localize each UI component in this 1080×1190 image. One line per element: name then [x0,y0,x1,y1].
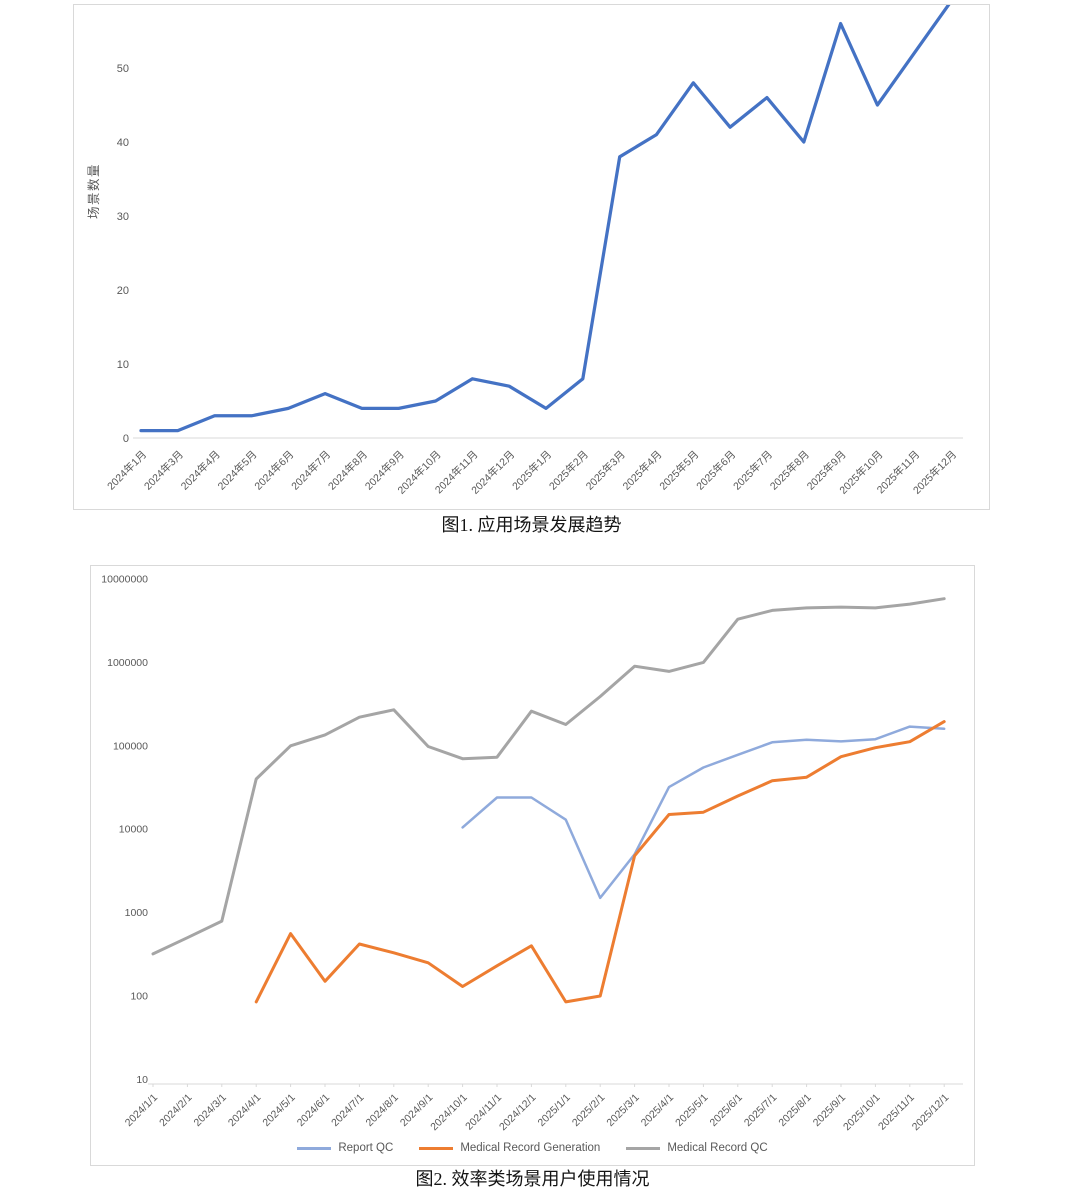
legend-item-report-qc: Report QC [297,1142,393,1154]
svg-text:2025/3/1: 2025/3/1 [604,1092,641,1129]
svg-text:2024/12/1: 2024/12/1 [497,1092,539,1134]
svg-text:1000000: 1000000 [107,657,148,669]
figure2-chart-card: 10000000 1000000 100000 10000 1000 100 10 2024/… [90,565,975,1166]
scenario-count-line-chart: 010203040502024年1月2024年3月2024年4月2024年5月2… [86,5,963,497]
figure1-chart-card: 0 10 20 30 40 50 2024年1月 2024年3月 2024年4月 2024年5月 2… [73,4,990,510]
svg-text:0: 0 [123,433,129,445]
svg-text:2025/10/1: 2025/10/1 [841,1092,883,1134]
svg-text:2024/4/1: 2024/4/1 [226,1092,263,1129]
legend-label-medical-record-generation: Medical Record Generation [460,1142,601,1154]
svg-text:2024/5/1: 2024/5/1 [260,1092,297,1129]
svg-text:100000: 100000 [113,740,148,752]
figure1-caption: 图1. 应用场景发展趋势 [441,515,622,535]
svg-text:1000: 1000 [125,907,149,919]
svg-text:2025/2/1: 2025/2/1 [570,1092,607,1129]
svg-text:2025/1/1: 2025/1/1 [536,1092,573,1129]
svg-text:2024/8/1: 2024/8/1 [364,1092,401,1129]
svg-text:2025/5/1: 2025/5/1 [673,1092,710,1129]
svg-text:20: 20 [117,285,129,297]
svg-text:10000000: 10000000 [101,574,148,586]
svg-text:2025/4/1: 2025/4/1 [639,1092,676,1129]
figure2-caption: 图2. 效率类场景用户使用情况 [415,1169,650,1189]
legend-item-medical-record-qc: Medical Record QC [626,1142,768,1154]
svg-text:2025/6/1: 2025/6/1 [708,1092,745,1129]
legend-label-medical-record-qc: Medical Record QC [667,1142,768,1154]
legend-item-medical-record-generation: Medical Record Generation [419,1142,600,1154]
legend-line-swatch-medical-record-generation [419,1146,454,1150]
svg-text:40: 40 [117,137,129,149]
legend-label-report-qc: Report QC [338,1142,394,1154]
svg-text:10000: 10000 [119,824,148,836]
svg-text:30: 30 [117,211,129,223]
usage-log-line-chart: 10000000 1000000 100000 10000 1000 100 10 2024/… [101,574,963,1134]
svg-text:2024/2/1: 2024/2/1 [157,1092,194,1129]
svg-text:2024/7/1: 2024/7/1 [329,1092,366,1129]
svg-text:100: 100 [130,991,148,1003]
svg-text:2024/10/1: 2024/10/1 [428,1092,470,1134]
svg-text:2025/7/1: 2025/7/1 [742,1092,779,1129]
legend-line-swatch-medical-record-qc [626,1146,661,1150]
svg-text:50: 50 [117,63,129,75]
svg-text:10: 10 [136,1074,148,1086]
svg-text:2024/1/1: 2024/1/1 [123,1092,160,1129]
svg-text:2025/12/1: 2025/12/1 [910,1092,952,1134]
chart2-legend: Report QC Medical Record Generation Medi… [91,1142,974,1154]
legend-line-swatch-report-qc [297,1146,332,1150]
svg-text:2025/8/1: 2025/8/1 [776,1092,813,1129]
svg-text:2024/6/1: 2024/6/1 [295,1092,332,1129]
svg-text:场景数量: 场景数量 [86,163,101,219]
svg-text:2024/3/1: 2024/3/1 [192,1092,229,1129]
svg-text:10: 10 [117,359,129,371]
